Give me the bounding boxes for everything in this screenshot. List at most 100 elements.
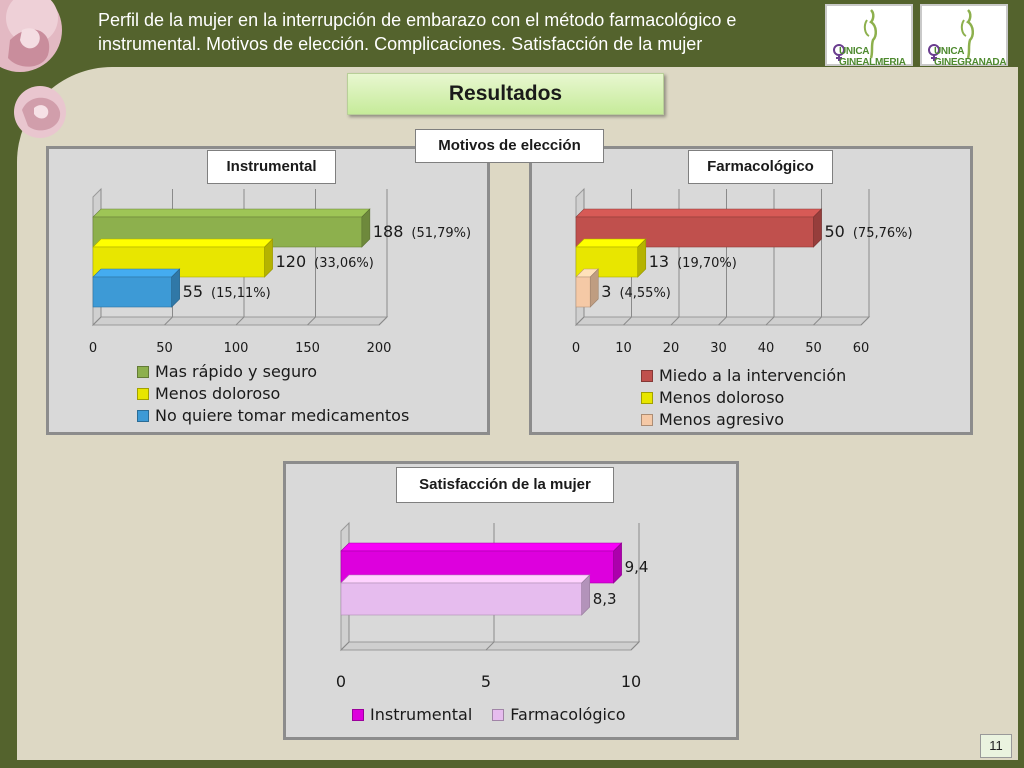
gridline-floor <box>235 316 245 326</box>
logo-ginegranada: UNICA GINEGRANADA <box>920 4 1008 68</box>
chart-title-instrumental: Instrumental <box>207 150 336 184</box>
percent-label: (51,79%) <box>411 226 471 241</box>
logo-text: UNICA GINEALMERIA <box>839 46 906 68</box>
bar-top <box>340 542 623 552</box>
percent-label: (4,55%) <box>619 286 670 301</box>
tick-label: 50 <box>805 341 822 356</box>
legend-swatch <box>137 387 149 400</box>
gridline-floor <box>860 316 870 326</box>
bar-front <box>340 582 582 616</box>
gridline-floor <box>340 641 350 651</box>
legend-item: Mas rápido y seguro <box>137 361 409 383</box>
gridline-floor <box>378 316 388 326</box>
tick-label: 200 <box>367 341 392 356</box>
logo-text: UNICA GINEGRANADA <box>934 46 1007 68</box>
legend-swatch <box>641 369 653 382</box>
legend-item: Menos agresivo <box>641 409 846 431</box>
legend-label: Menos doloroso <box>155 384 281 403</box>
legend-item: Miedo a la intervención <box>641 365 846 387</box>
legend-swatch <box>641 413 653 426</box>
legend-label: Farmacológico <box>510 705 626 724</box>
chart-farmacologico: 50 (75,76%) 13 (19,70%) 3 (4,55%) 0 10 20 30 40 50 6… <box>529 146 973 435</box>
legend-swatch <box>137 409 149 422</box>
legend-item: No quiere tomar medicamentos <box>137 405 409 427</box>
bar-side <box>813 208 822 248</box>
legend-label: Instrumental <box>370 705 473 724</box>
legend-label: Miedo a la intervención <box>659 366 847 385</box>
chart-title-satisfaccion: Satisfacción de la mujer <box>396 467 614 503</box>
percent-label: (33,06%) <box>314 256 374 271</box>
gridline-floor <box>485 641 495 651</box>
bar-side <box>613 542 622 584</box>
legend-item: Menos doloroso <box>641 387 846 409</box>
legend-item: Instrumental <box>352 705 472 724</box>
tick-label: 5 <box>481 672 491 691</box>
legend-label: Mas rápido y seguro <box>155 362 318 381</box>
legend-swatch <box>352 708 364 721</box>
legend-label: Menos doloroso <box>659 388 785 407</box>
data-label: 8,3 <box>593 590 617 608</box>
rose-decoration-icon <box>0 0 66 138</box>
gridline-floor <box>164 316 173 326</box>
percent-label: (19,70%) <box>677 256 737 271</box>
legend-label: Menos agresivo <box>659 410 785 429</box>
data-label: 13 <box>649 252 669 271</box>
data-label: 188 <box>373 222 404 241</box>
tick-label: 50 <box>156 341 173 356</box>
data-label: 9,4 <box>625 558 649 576</box>
data-label: 50 <box>825 222 845 241</box>
chart-legend: Instrumental Farmacológico <box>352 705 646 724</box>
gridline-floor <box>307 316 316 326</box>
bar-top <box>92 238 274 248</box>
gridline-floor <box>575 316 585 326</box>
woman-silhouette-logo-icon <box>833 9 877 61</box>
tick-label: 60 <box>853 341 870 356</box>
tick-label: 10 <box>621 672 641 691</box>
legend-item: Menos doloroso <box>137 383 409 405</box>
tick-label: 100 <box>224 341 249 356</box>
gridline-floor <box>670 316 680 326</box>
gridline-floor <box>813 316 822 326</box>
legend-item: Farmacológico <box>492 705 626 724</box>
gridline-floor <box>765 316 775 326</box>
data-label: 55 <box>183 282 203 301</box>
tick-label: 0 <box>336 672 346 691</box>
section-title: Resultados <box>347 73 664 115</box>
percent-label: (15,11%) <box>211 286 271 301</box>
bar <box>575 268 599 308</box>
legend-swatch <box>641 391 653 404</box>
gridline-floor <box>718 316 727 326</box>
tick-label: 0 <box>572 341 580 356</box>
tick-label: 150 <box>295 341 320 356</box>
bar-side <box>361 208 371 248</box>
gridline-floor <box>623 316 632 326</box>
bar-top <box>340 574 591 584</box>
chart-legend: Miedo a la intervención Menos doloroso Men… <box>641 365 846 431</box>
bar-top <box>575 238 647 248</box>
tick-label: 20 <box>663 341 680 356</box>
bar-top <box>92 208 371 218</box>
logo-ginealmeria: UNICA GINEALMERIA <box>825 4 913 68</box>
data-label: 3 <box>601 282 611 301</box>
bar-top <box>92 268 181 278</box>
chart-instrumental: 188 (51,79%) 120 (33,06%) 55 (15,11%) 0 50 100 15… <box>46 146 490 435</box>
motivos-label: Motivos de elección <box>415 129 604 163</box>
legend-label: No quiere tomar medicamentos <box>155 406 410 425</box>
tick-label: 0 <box>89 341 97 356</box>
woman-silhouette-logo-icon <box>928 9 974 61</box>
bar-front <box>575 276 591 308</box>
bar-side <box>589 268 599 308</box>
chart-satisfaccion: 9,4 8,3 0 5 10 Instrumental Farmacológico <box>283 461 739 740</box>
chart-farmacologico-plot: 50 (75,76%) 13 (19,70%) 3 (4,55%) 0 10 20 30 40 50 6… <box>572 187 913 356</box>
chart-legend: Mas rápido y seguro Menos doloroso No quie… <box>137 361 409 427</box>
tick-label: 40 <box>758 341 775 356</box>
bar-side <box>637 238 647 278</box>
bar <box>92 268 181 308</box>
percent-label: (75,76%) <box>853 226 913 241</box>
gridline-floor <box>92 316 102 326</box>
header-title: Perfil de la mujer en la interrupción de… <box>98 10 737 54</box>
tick-label: 30 <box>710 341 727 356</box>
data-label: 120 <box>276 252 307 271</box>
bar <box>340 574 591 616</box>
chart-instrumental-plot: 188 (51,79%) 120 (33,06%) 55 (15,11%) 0 50 100 15… <box>89 187 471 356</box>
